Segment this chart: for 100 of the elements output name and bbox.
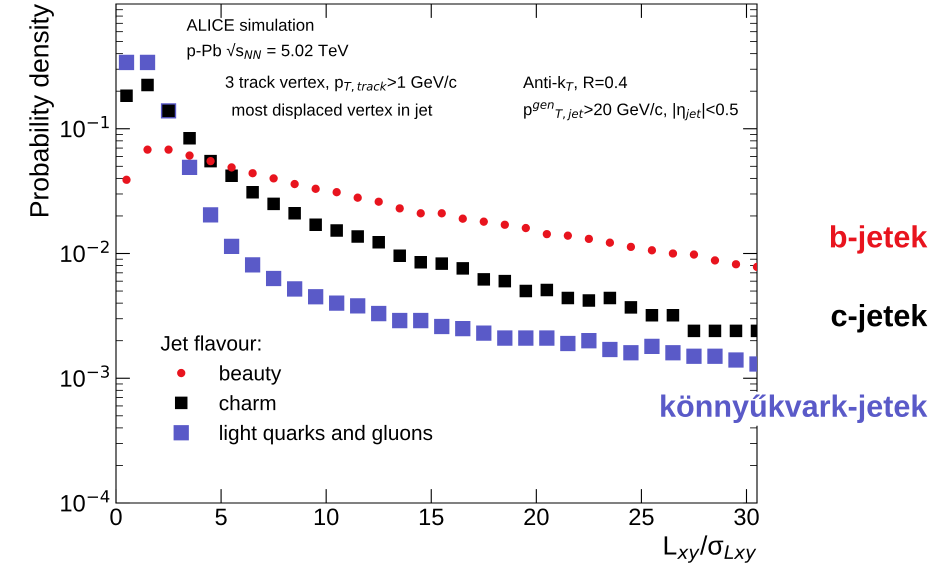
- point: [728, 352, 744, 368]
- point: [202, 207, 218, 223]
- point: [644, 338, 660, 354]
- point: [330, 224, 343, 237]
- point: [308, 289, 324, 304]
- point: [540, 284, 554, 296]
- point: [371, 306, 386, 322]
- point: [267, 198, 280, 210]
- point: [225, 170, 238, 182]
- y-tick-label: 10$^{−4}$: [61, 490, 110, 512]
- point: [414, 256, 427, 269]
- legend-label: beauty: [220, 365, 282, 385]
- point: [478, 273, 490, 286]
- point: [518, 330, 534, 346]
- point: [392, 312, 408, 328]
- point: [456, 262, 470, 275]
- x-axis-title: L$_{xy}$/σ$_{Lxy}$: [664, 535, 756, 563]
- annotation: p-Pb √s$_{NN}$ = 5.02 TeV: [188, 42, 348, 60]
- point: [688, 324, 700, 338]
- point: [434, 318, 450, 334]
- point: [539, 330, 554, 346]
- point: [244, 257, 260, 273]
- point: [707, 348, 723, 364]
- point: [686, 348, 702, 364]
- annotation: p$^{gen}$$_{T,jet}$>20 GeV/c, |η$_{jet}$|<0.5: [524, 102, 738, 120]
- point: [351, 230, 364, 243]
- point: [710, 256, 720, 265]
- point: [246, 186, 259, 198]
- point: [730, 324, 742, 338]
- point: [309, 218, 322, 231]
- point: [374, 198, 383, 206]
- y-tick-label: 10$^{−3}$: [61, 365, 109, 387]
- point: [562, 292, 574, 304]
- point: [350, 298, 366, 314]
- point: [560, 336, 576, 352]
- point: [498, 274, 512, 288]
- x-tick-label: 25: [629, 508, 654, 526]
- point: [413, 312, 428, 328]
- point: [602, 342, 618, 358]
- point: [732, 260, 740, 268]
- x-tick-label: 30: [734, 508, 759, 526]
- point: [287, 281, 302, 297]
- legend-label: light quarks and gluons: [220, 424, 432, 444]
- annotation: könnyűkvark-jetek: [661, 394, 928, 424]
- point: [416, 209, 425, 218]
- point: [624, 301, 638, 314]
- point: [141, 78, 154, 92]
- point: [120, 89, 133, 102]
- point: [227, 163, 236, 172]
- point: [122, 176, 131, 184]
- point: [354, 194, 362, 202]
- point: [648, 246, 656, 255]
- x-tick-label: 0: [110, 508, 122, 526]
- legend-title: Jet flavour:: [160, 335, 260, 351]
- y-axis-title: Probability density: [29, 4, 54, 216]
- point: [290, 180, 299, 188]
- point: [224, 238, 240, 254]
- legend-label: charm: [220, 395, 276, 410]
- point: [542, 230, 552, 238]
- point: [182, 160, 198, 176]
- point: [581, 333, 597, 348]
- point: [393, 249, 406, 262]
- annotation: most displaced vertex in jet: [232, 104, 432, 120]
- point: [646, 308, 658, 322]
- point: [604, 292, 616, 304]
- point: [288, 207, 301, 220]
- point: [164, 145, 173, 154]
- y-tick-label: 10$^{−2}$: [61, 240, 109, 262]
- text: b-jetek: [830, 225, 928, 254]
- point: [476, 325, 492, 341]
- x-tick-label: 15: [420, 508, 444, 526]
- point: [436, 257, 448, 270]
- point: [140, 54, 156, 70]
- point: [329, 296, 344, 311]
- point: [520, 284, 532, 298]
- point: [143, 145, 152, 154]
- point: [455, 320, 470, 336]
- point: [396, 204, 404, 213]
- point: [497, 330, 512, 346]
- point: [372, 236, 385, 249]
- point: [584, 234, 594, 244]
- x-tick-label: 10: [314, 508, 338, 526]
- point: [185, 151, 194, 160]
- point: [564, 231, 572, 240]
- y-tick-label: 10$^{−1}$: [61, 116, 109, 138]
- point: [606, 238, 614, 247]
- point: [708, 324, 722, 338]
- point: [665, 345, 681, 360]
- annotation: Anti-k$_{T}$, R=0.4: [523, 76, 628, 91]
- point: [438, 209, 446, 218]
- point: [582, 294, 596, 307]
- point: [118, 54, 134, 70]
- point: [623, 345, 639, 360]
- annotation: 3 track vertex, p$_{T,track}$>1 GeV/c: [226, 76, 456, 92]
- point: [269, 174, 278, 183]
- point: [666, 308, 680, 322]
- x-tick-label: 20: [524, 508, 549, 526]
- point: [626, 242, 636, 252]
- point: [311, 184, 320, 193]
- point: [480, 217, 488, 226]
